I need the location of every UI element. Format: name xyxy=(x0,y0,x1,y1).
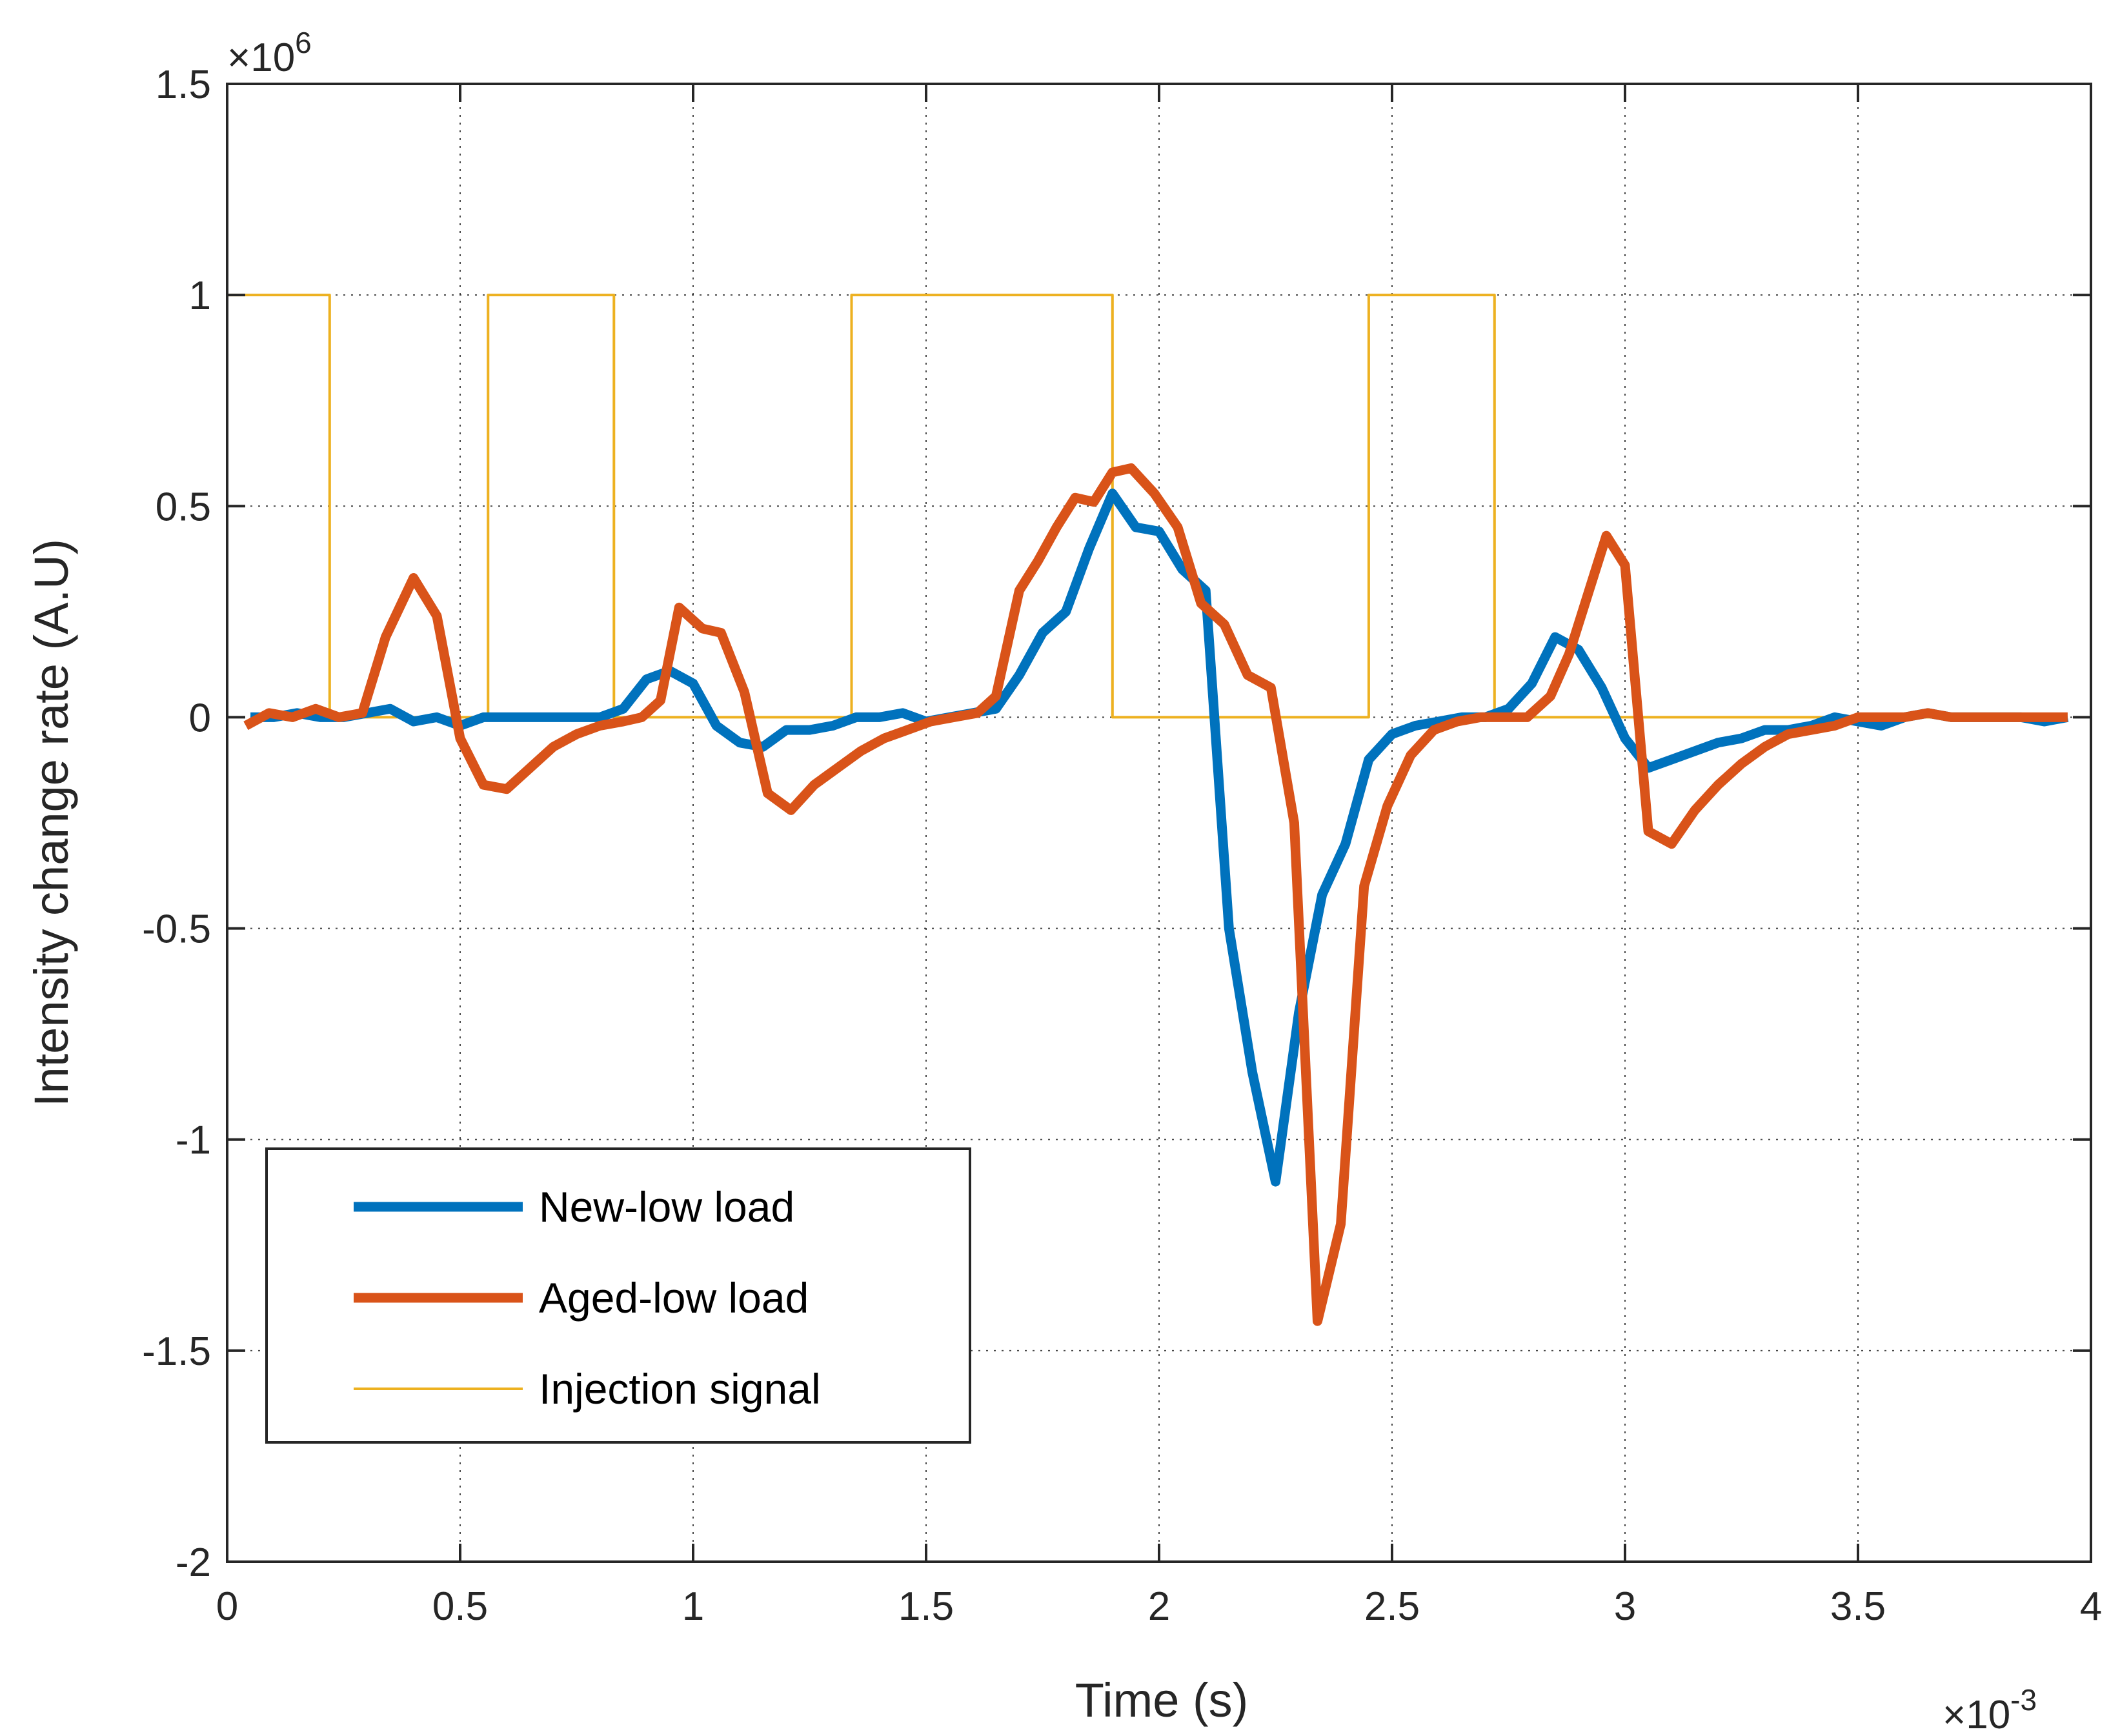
x-tick-label: 1.5 xyxy=(898,1584,954,1629)
series-line-aged-low-load xyxy=(243,463,2068,1326)
x-tick-label: 2 xyxy=(1148,1584,1170,1629)
data-series xyxy=(226,294,2069,1326)
x-tick-labels: 0 0.5 1 1.5 2 2.5 3 3.5 4 xyxy=(216,1584,2102,1629)
x-tick-label: 1 xyxy=(682,1584,704,1629)
axis-ticks xyxy=(226,83,2092,1563)
y-tick-label: -1 xyxy=(176,1118,211,1163)
y-tick-labels: -2 -1.5 -1 -0.5 0 0.5 1 1.5 xyxy=(142,63,211,1585)
x-tick-label: 4 xyxy=(2080,1584,2102,1629)
legend-label-injection-signal: Injection signal xyxy=(539,1365,821,1413)
x-tick-label: 2.5 xyxy=(1364,1584,1420,1629)
legend: New-low load Aged-low load Injection sig… xyxy=(265,1147,971,1444)
x-axis-title: Time (s) xyxy=(1075,1673,1249,1727)
legend-label-aged-low-load: Aged-low load xyxy=(539,1274,809,1322)
x-multiplier-base: ×10 xyxy=(1943,1693,2010,1736)
x-tick-label: 0 xyxy=(216,1584,238,1629)
x-tick-label: 0.5 xyxy=(432,1584,488,1629)
y-axis-title: Intensity change rate (A.U) xyxy=(25,539,78,1107)
legend-label-new-low-load: New-low load xyxy=(539,1183,794,1231)
x-multiplier-exponent: -3 xyxy=(2010,1683,2037,1717)
y-tick-label: -2 xyxy=(176,1540,211,1585)
y-multiplier-exponent: 6 xyxy=(295,26,312,59)
series-line-new-low-load xyxy=(250,489,2069,1187)
x-tick-label: 3 xyxy=(1614,1584,1636,1629)
y-tick-label: -0.5 xyxy=(142,907,211,952)
y-tick-label: 1.5 xyxy=(156,63,211,107)
y-tick-label: -1.5 xyxy=(142,1329,211,1374)
y-tick-label: 1 xyxy=(189,274,211,318)
x-tick-label: 3.5 xyxy=(1830,1584,1886,1629)
y-multiplier-base: ×10 xyxy=(227,35,295,80)
x-multiplier: ×10-3 xyxy=(1943,1683,2037,1736)
y-tick-label: 0.5 xyxy=(156,485,211,529)
y-tick-label: 0 xyxy=(189,696,211,740)
y-multiplier: ×106 xyxy=(227,26,312,80)
